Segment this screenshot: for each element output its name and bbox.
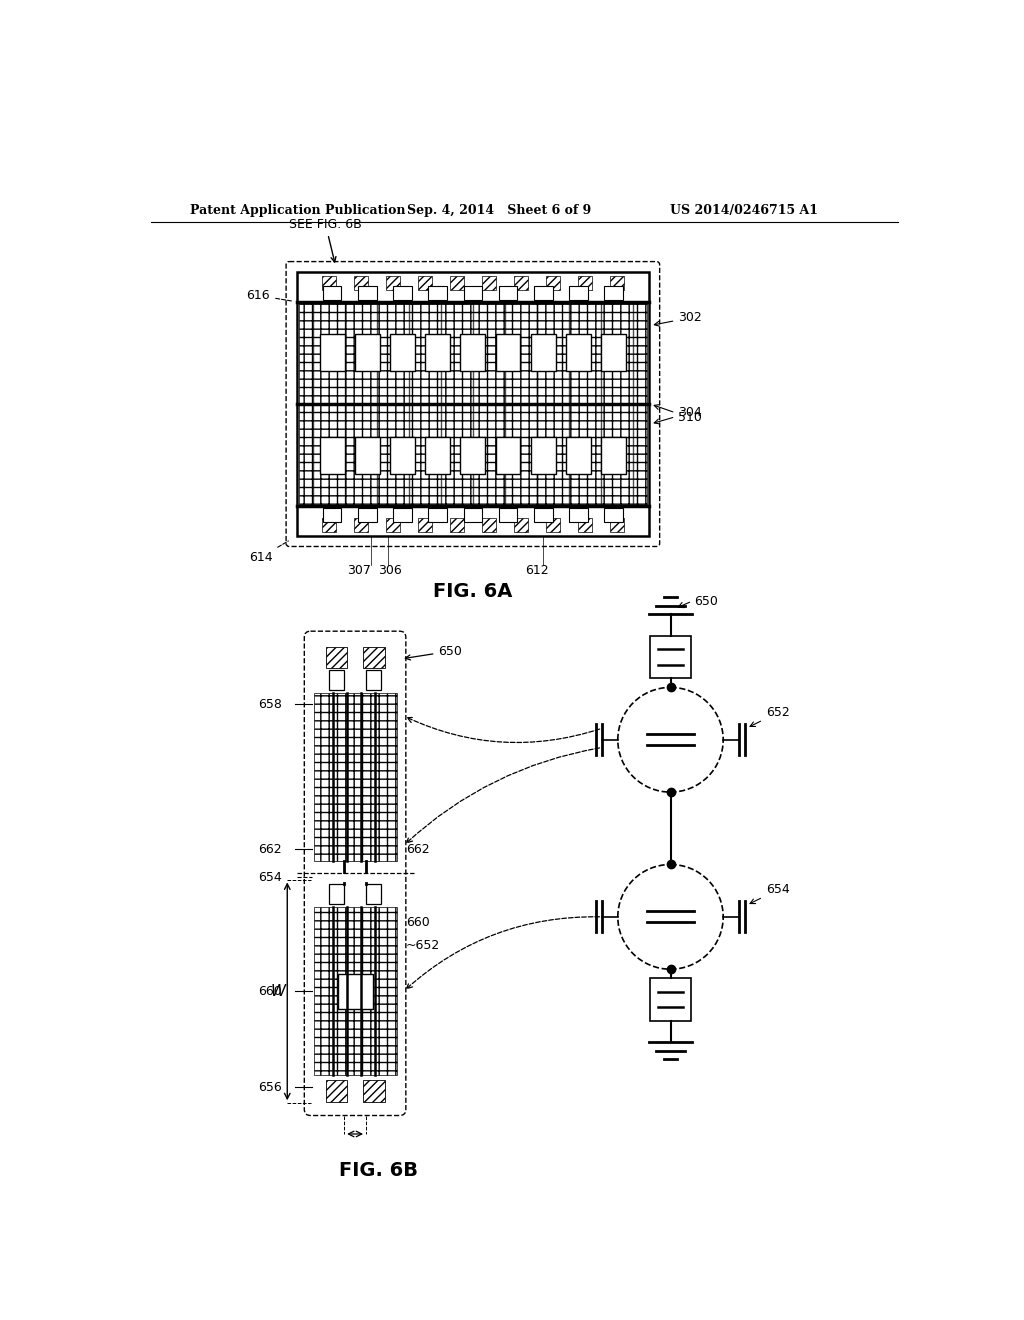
Bar [428,286,447,300]
Bar [496,334,520,371]
Text: 510: 510 [654,405,702,425]
Bar [601,334,626,371]
Bar [534,286,553,300]
Bar [569,286,588,300]
Bar [366,669,381,689]
Bar [366,884,381,904]
Text: 650: 650 [693,594,718,607]
Bar [499,286,517,300]
Bar [358,508,377,521]
Bar [297,272,649,536]
Text: 612: 612 [525,564,549,577]
Bar [355,334,380,371]
Text: 616: 616 [247,289,293,302]
Text: SEE FIG. 6B: SEE FIG. 6B [289,218,361,261]
Bar [425,437,451,474]
Text: 662: 662 [258,843,282,855]
Bar [534,508,553,521]
Bar [496,437,520,474]
Bar [461,437,485,474]
Bar [566,334,591,371]
Text: 660: 660 [406,916,430,929]
Bar [299,405,647,506]
Text: 652: 652 [750,706,790,726]
Bar [338,974,373,1008]
Text: Patent Application Publication: Patent Application Publication [190,205,406,218]
Bar [390,334,415,371]
Bar [313,693,396,861]
Bar [461,334,485,371]
Bar [355,437,380,474]
Bar [322,517,336,532]
Bar [319,437,344,474]
Bar [386,517,400,532]
Bar [566,437,591,474]
Bar [322,276,336,290]
Bar [418,276,432,290]
Bar [464,508,482,521]
Text: 307: 307 [347,564,371,577]
Bar [578,517,592,532]
Bar [604,286,623,300]
Bar [514,517,527,532]
Bar [354,517,368,532]
Bar [393,508,412,521]
Text: 304: 304 [654,407,702,424]
Text: 658: 658 [258,698,282,711]
Text: 654: 654 [258,871,282,883]
Bar [428,508,447,521]
Text: FIG. 6B: FIG. 6B [339,1162,418,1180]
Bar [326,1080,347,1102]
Bar [610,517,624,532]
Text: 302: 302 [654,312,702,326]
Bar [323,286,341,300]
Bar [450,276,464,290]
Text: 656: 656 [258,1081,282,1093]
Text: 614: 614 [249,541,289,564]
Bar [604,508,623,521]
Bar [362,647,385,668]
Bar [601,437,626,474]
Bar [650,636,690,678]
Bar [358,286,377,300]
Bar [323,508,341,521]
Bar [313,907,396,1076]
Bar [514,276,527,290]
Bar [362,1080,385,1102]
Bar [482,517,496,532]
Bar [530,334,556,371]
Text: ~652: ~652 [406,940,440,952]
Bar [425,334,451,371]
Bar [418,517,432,532]
Bar [329,884,344,904]
Text: 306: 306 [378,564,401,577]
Bar [546,276,560,290]
Bar [450,517,464,532]
Text: 654: 654 [750,883,790,904]
Text: 660: 660 [258,985,282,998]
Text: Sep. 4, 2014   Sheet 6 of 9: Sep. 4, 2014 Sheet 6 of 9 [407,205,591,218]
Text: 662: 662 [406,843,429,855]
Bar [530,437,556,474]
Bar [546,517,560,532]
Bar [578,276,592,290]
Bar [650,978,690,1020]
Bar [610,276,624,290]
Bar [464,286,482,300]
Bar [299,302,647,404]
Bar [319,334,344,371]
Bar [499,508,517,521]
Bar [393,286,412,300]
Text: US 2014/0246715 A1: US 2014/0246715 A1 [671,205,818,218]
Text: W: W [270,983,286,999]
Bar [390,437,415,474]
Bar [569,508,588,521]
Text: FIG. 6A: FIG. 6A [433,582,513,601]
Bar [482,276,496,290]
Bar [354,276,368,290]
Bar [326,647,347,668]
Text: 650: 650 [406,644,462,660]
Bar [329,669,344,689]
Bar [386,276,400,290]
